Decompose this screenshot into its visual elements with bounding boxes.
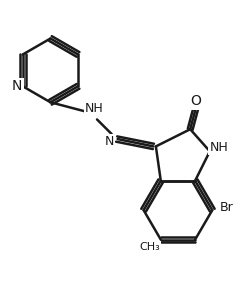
Text: O: O xyxy=(191,94,202,108)
Text: N: N xyxy=(105,135,114,148)
Text: NH: NH xyxy=(209,141,228,154)
Text: NH: NH xyxy=(85,102,104,115)
Text: N: N xyxy=(12,79,22,93)
Text: CH₃: CH₃ xyxy=(140,242,160,252)
Text: Br: Br xyxy=(220,201,234,214)
